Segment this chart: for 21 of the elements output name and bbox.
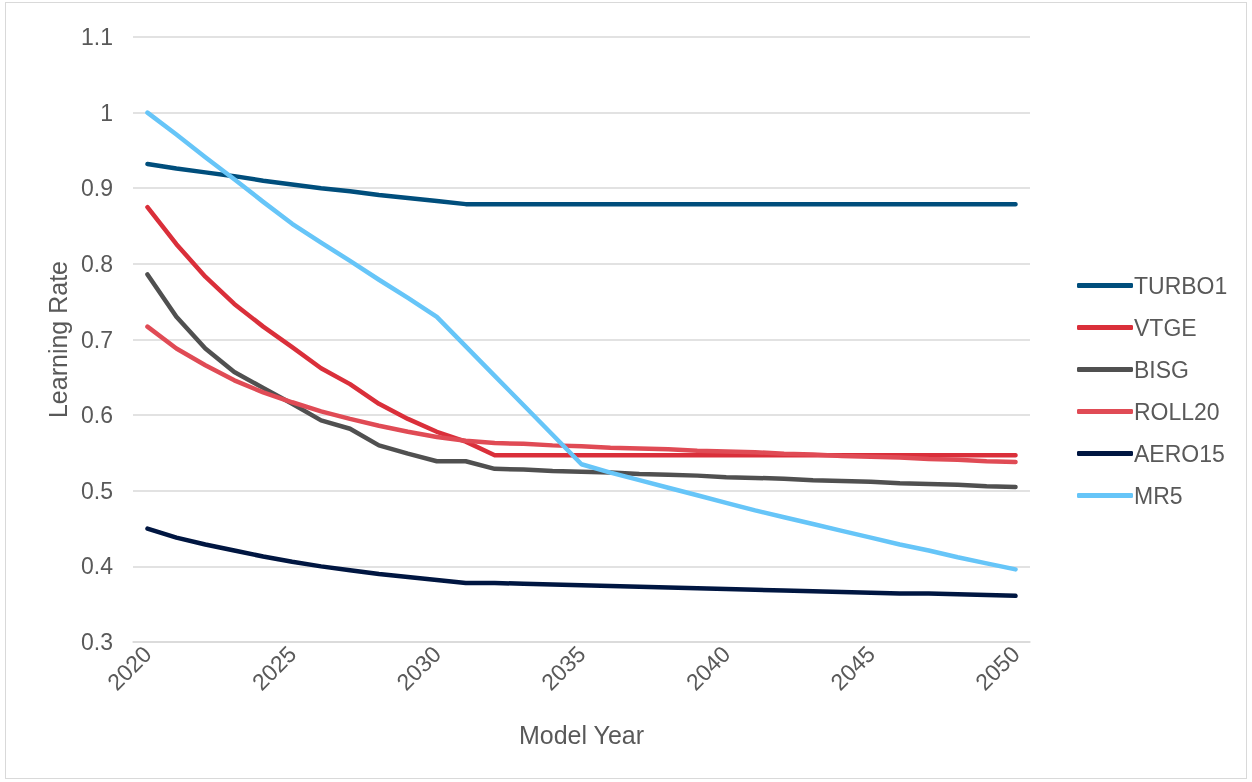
y-tick-label: 0.9 — [81, 175, 113, 202]
line-series — [145, 272, 1018, 490]
line-series — [145, 324, 1018, 465]
legend-label: VTGE — [1134, 314, 1197, 341]
legend-label: MR5 — [1134, 482, 1183, 509]
y-tick-label: 0.4 — [81, 553, 114, 580]
y-tick-label: 0.8 — [81, 250, 113, 277]
y-tick-label: 1 — [100, 99, 113, 126]
y-tick-label: 0.6 — [81, 402, 113, 429]
legend-label: ROLL20 — [1134, 398, 1220, 425]
legend-label: AERO15 — [1134, 440, 1225, 467]
legend-label: TURBO1 — [1134, 272, 1228, 299]
y-tick-label: 1.1 — [81, 24, 113, 50]
y-axis-title: Learning Rate — [43, 260, 72, 419]
x-axis-title: Model Year — [518, 720, 645, 749]
line-series — [145, 526, 1018, 599]
line-series — [145, 161, 1018, 207]
y-tick-label: 0.5 — [81, 477, 113, 504]
y-tick-label: 0.7 — [81, 326, 113, 353]
legend-label: BISG — [1134, 356, 1189, 383]
line-series — [145, 110, 1018, 572]
